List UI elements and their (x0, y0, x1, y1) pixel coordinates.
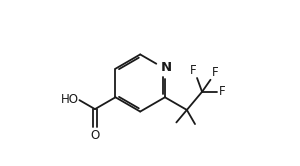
Text: HO: HO (61, 93, 79, 106)
Text: O: O (90, 129, 100, 142)
Text: N: N (161, 61, 172, 74)
Text: F: F (212, 66, 218, 79)
Text: F: F (190, 64, 196, 77)
Text: F: F (219, 85, 225, 98)
